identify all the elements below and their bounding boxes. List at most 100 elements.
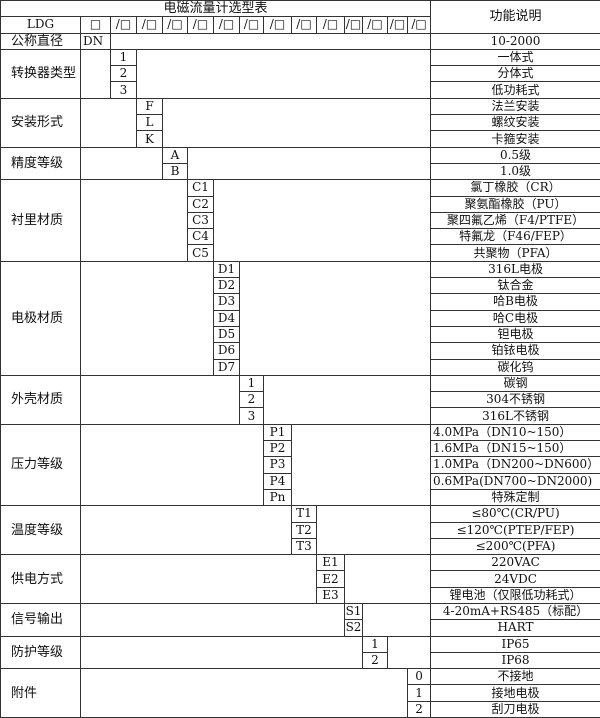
empty-cell xyxy=(81,555,317,604)
nominal-diameter-label: 公称直径 xyxy=(1,33,81,49)
group-label: 安装形式 xyxy=(1,98,81,147)
empty-cell xyxy=(81,375,240,424)
option-code: P4 xyxy=(264,473,292,489)
option-code: K xyxy=(137,131,163,147)
model-slot: /□ xyxy=(292,17,317,33)
option-code: P3 xyxy=(264,457,292,473)
model-slot: /□ xyxy=(111,17,137,33)
empty-cell xyxy=(137,49,431,98)
group-label: 附件 xyxy=(1,669,81,718)
option-desc: 钛合金 xyxy=(431,278,600,294)
option-desc: ≤120℃(PTEP/FEP) xyxy=(431,522,600,538)
option-code: C3 xyxy=(188,212,214,228)
option-code: D5 xyxy=(214,326,240,342)
empty-cell xyxy=(240,261,431,375)
option-desc: 220VAC xyxy=(431,555,600,571)
option-desc: IP68 xyxy=(431,652,600,668)
option-code: D7 xyxy=(214,359,240,375)
option-desc: 316L不锈钢 xyxy=(431,408,600,424)
group-label: 防护等级 xyxy=(1,636,81,669)
model-slot: /□ xyxy=(163,17,188,33)
group-label: 衬里材质 xyxy=(1,180,81,261)
option-code: C5 xyxy=(188,245,214,261)
empty-cell xyxy=(81,147,163,180)
option-code: D1 xyxy=(214,261,240,277)
option-desc: 卡箍安装 xyxy=(431,131,600,147)
group-label: 温度等级 xyxy=(1,506,81,555)
option-code: E2 xyxy=(317,571,345,587)
option-code: S1 xyxy=(345,603,363,619)
empty-cell xyxy=(81,49,111,98)
option-code: Pn xyxy=(264,489,292,505)
option-code: D4 xyxy=(214,310,240,326)
option-code: A xyxy=(163,147,188,163)
empty-cell xyxy=(345,555,431,604)
option-desc: 哈B电极 xyxy=(431,294,600,310)
option-code: 2 xyxy=(111,66,137,82)
model-slot: □ xyxy=(81,17,111,33)
option-code: S2 xyxy=(345,620,363,636)
empty-cell xyxy=(81,506,292,555)
option-code: C1 xyxy=(188,180,214,196)
option-desc: 0.5级 xyxy=(431,147,600,163)
option-code: C2 xyxy=(188,196,214,212)
model-slot: /□ xyxy=(264,17,292,33)
model-slot: /□ xyxy=(388,17,408,33)
option-desc: 304不锈钢 xyxy=(431,392,600,408)
model-slot: /□ xyxy=(317,17,345,33)
option-code: P2 xyxy=(264,441,292,457)
option-desc: 螺纹安装 xyxy=(431,115,600,131)
model-slot: /□ xyxy=(214,17,240,33)
title-row: 电磁流量计选型表功能说明 xyxy=(1,1,600,17)
option-desc: HART xyxy=(431,620,600,636)
empty-cell xyxy=(81,261,214,375)
option-desc: 316L电极 xyxy=(431,261,600,277)
option-code: 2 xyxy=(240,392,264,408)
option-desc: 1.6MPa（DN15~150） xyxy=(431,441,600,457)
option-desc: 4-20mA+RS485（标配） xyxy=(431,603,600,619)
option-desc: ≤200℃(PFA) xyxy=(431,538,600,554)
option-desc: 1.0级 xyxy=(431,163,600,179)
option-code: 2 xyxy=(408,701,431,717)
option-code: T1 xyxy=(292,506,317,522)
empty-cell xyxy=(188,147,431,180)
option-code: 1 xyxy=(363,636,388,652)
option-code: D3 xyxy=(214,294,240,310)
table-title: 电磁流量计选型表 xyxy=(1,1,431,17)
option-desc: 刮刀电极 xyxy=(431,701,600,717)
option-code: D6 xyxy=(214,343,240,359)
empty-cell xyxy=(363,603,431,636)
option-desc: 接地电极 xyxy=(431,685,600,701)
option-code: T2 xyxy=(292,522,317,538)
option-code: F xyxy=(137,98,163,114)
function-header: 功能说明 xyxy=(431,1,600,34)
option-desc: 4.0MPa（DN10~150） xyxy=(431,424,600,440)
option-code: D2 xyxy=(214,278,240,294)
empty-cell xyxy=(388,636,431,669)
option-desc: 氯丁橡胶（CR） xyxy=(431,180,600,196)
option-code: L xyxy=(137,115,163,131)
option-desc: 锂电池（仅限低功耗式） xyxy=(431,587,600,603)
option-desc: 钽电极 xyxy=(431,326,600,342)
option-code: 1 xyxy=(408,685,431,701)
empty-cell xyxy=(317,506,431,555)
empty-cell xyxy=(292,424,431,505)
model-prefix: LDG xyxy=(1,17,81,33)
option-desc: 不接地 xyxy=(431,669,600,685)
option-desc: 铂铱电极 xyxy=(431,343,600,359)
option-desc: 1.0MPa（DN200~DN600） xyxy=(431,457,600,473)
option-desc: 共聚物（PFA） xyxy=(431,245,600,261)
option-code: 3 xyxy=(240,408,264,424)
model-slot: /□ xyxy=(188,17,214,33)
option-desc: 法兰安装 xyxy=(431,98,600,114)
